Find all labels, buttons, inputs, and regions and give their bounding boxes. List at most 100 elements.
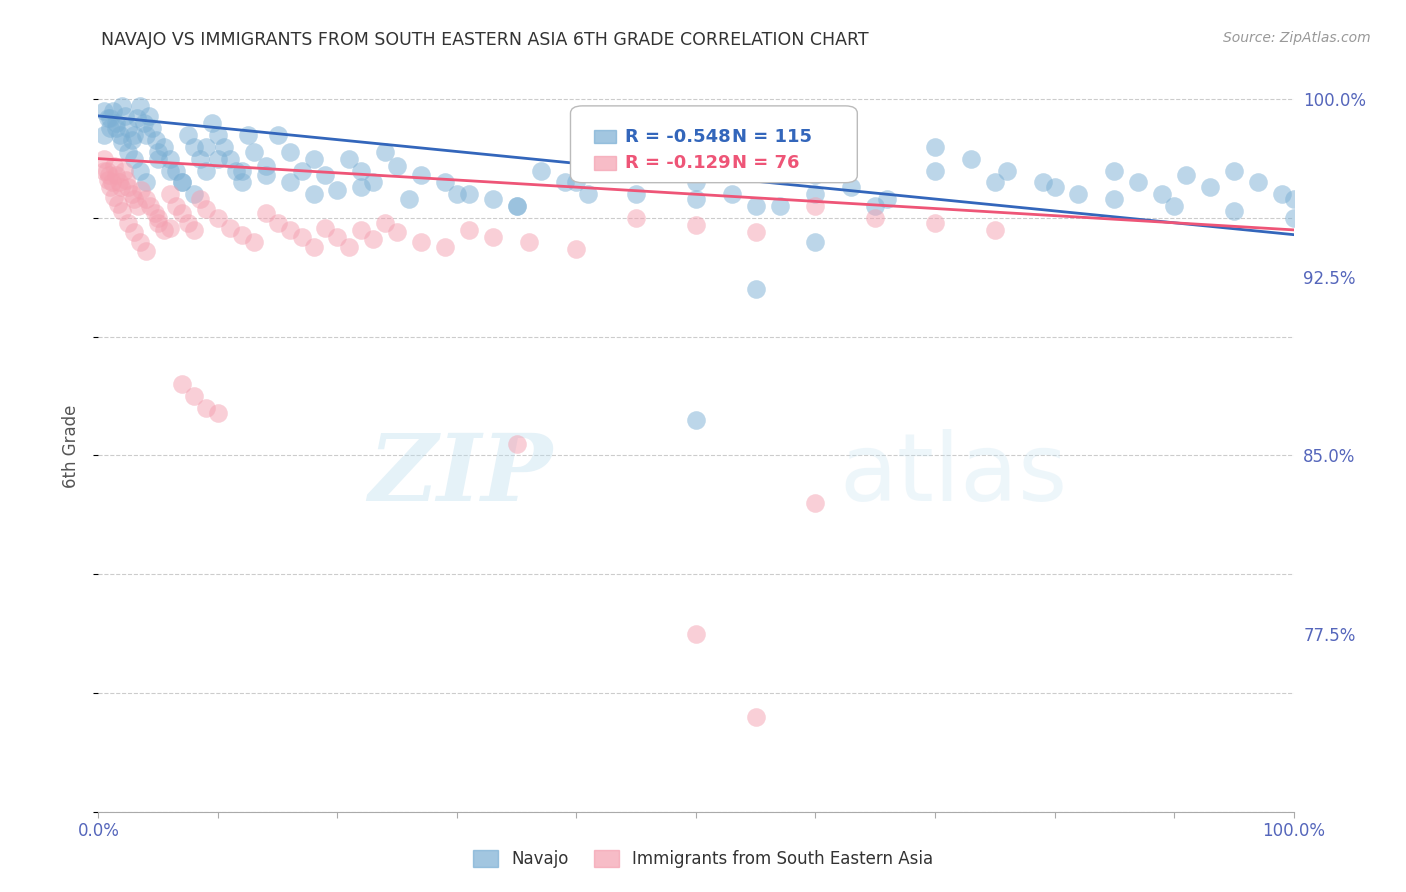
Text: N = 76: N = 76 [733, 154, 800, 172]
Point [177, 128, 200, 142]
Point [219, 220, 242, 235]
Point [278, 223, 301, 237]
Point [385, 159, 409, 173]
Point [159, 220, 181, 235]
Point [139, 199, 162, 213]
Point [363, 232, 385, 246]
Point [685, 413, 707, 427]
Point [254, 159, 277, 173]
Point [111, 99, 134, 113]
Point [97, 112, 120, 126]
Point [145, 133, 167, 147]
Y-axis label: 6th Grade: 6th Grade [62, 404, 80, 488]
Point [124, 128, 146, 142]
Point [148, 145, 170, 159]
Point [111, 203, 134, 218]
Point [804, 235, 827, 249]
Point [1163, 199, 1185, 213]
Point [114, 109, 136, 123]
Point [207, 211, 229, 225]
Point [97, 173, 120, 187]
Point [101, 104, 124, 119]
Point [110, 180, 132, 194]
Point [326, 182, 349, 196]
Point [745, 710, 768, 724]
Point [103, 189, 125, 203]
Point [231, 163, 253, 178]
Point [267, 128, 290, 142]
Point [159, 163, 181, 178]
Point [302, 187, 325, 202]
Point [98, 180, 122, 194]
Point [302, 152, 325, 166]
Point [195, 163, 218, 178]
Point [148, 211, 170, 225]
Point [363, 175, 385, 189]
Point [172, 175, 194, 189]
Point [1223, 203, 1246, 218]
Point [98, 168, 121, 182]
Point [231, 175, 253, 189]
Point [315, 168, 337, 182]
Point [125, 112, 148, 126]
Point [124, 192, 146, 206]
Text: atlas: atlas [839, 429, 1067, 521]
Point [93, 104, 115, 119]
Point [626, 187, 648, 202]
Point [96, 163, 118, 178]
Point [143, 206, 166, 220]
Point [374, 216, 396, 230]
Point [124, 152, 146, 166]
Point [117, 145, 139, 159]
Point [129, 99, 152, 113]
Point [613, 152, 636, 166]
Point [93, 163, 115, 178]
Point [153, 223, 176, 237]
Point [219, 152, 242, 166]
Point [135, 128, 157, 142]
Point [804, 168, 827, 182]
Point [207, 152, 229, 166]
Point [195, 202, 218, 216]
Point [121, 133, 143, 147]
Point [865, 211, 887, 225]
Point [124, 225, 146, 239]
Point [1104, 163, 1126, 178]
Point [315, 220, 337, 235]
Point [177, 216, 200, 230]
Point [1199, 180, 1222, 194]
Point [153, 140, 176, 154]
Point [108, 128, 131, 142]
Point [183, 223, 205, 237]
Point [1128, 175, 1150, 189]
Point [207, 128, 229, 142]
Point [291, 230, 314, 244]
Point [1271, 187, 1294, 202]
Point [236, 128, 259, 142]
Point [135, 244, 157, 259]
Point [207, 406, 229, 420]
Point [434, 239, 457, 253]
Point [135, 175, 157, 189]
Point [267, 216, 290, 230]
Point [254, 168, 277, 182]
Point [188, 192, 211, 206]
Text: ZIP: ZIP [368, 430, 553, 520]
Point [685, 175, 707, 189]
Point [165, 163, 187, 178]
Point [278, 145, 301, 159]
Point [225, 163, 247, 178]
Point [188, 152, 211, 166]
Point [350, 180, 373, 194]
Point [111, 135, 134, 149]
Point [768, 199, 790, 213]
Legend: Navajo, Immigrants from South Eastern Asia: Navajo, Immigrants from South Eastern As… [467, 843, 939, 875]
Point [506, 436, 529, 450]
Point [411, 168, 433, 182]
Point [804, 496, 827, 510]
Point [995, 163, 1018, 178]
Point [481, 192, 505, 206]
Point [984, 175, 1007, 189]
Point [350, 163, 373, 178]
Point [350, 223, 373, 237]
